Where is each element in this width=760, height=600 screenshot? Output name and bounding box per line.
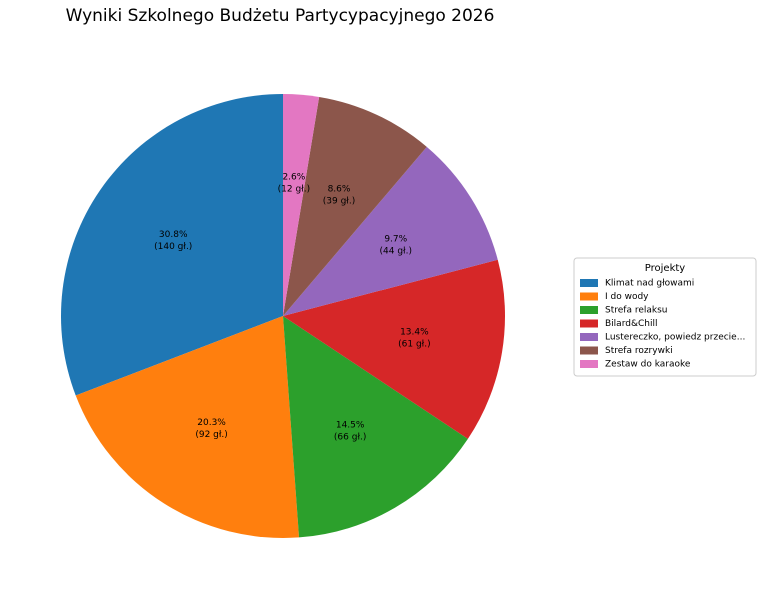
slice-votes-label: (66 gł.) bbox=[334, 433, 366, 443]
legend-title: Projekty bbox=[645, 263, 686, 274]
pie-slice bbox=[60, 94, 284, 396]
chart-title: Wyniki Szkolnego Budżetu Partycypacyjneg… bbox=[66, 6, 495, 26]
slice-percent-label: 13.4% bbox=[400, 327, 429, 337]
pie-slice bbox=[283, 259, 506, 439]
legend-swatch bbox=[580, 292, 598, 301]
slice-votes-label: (61 gł.) bbox=[398, 339, 430, 349]
legend-label: Klimat nad głowami bbox=[605, 279, 694, 289]
legend-swatch bbox=[580, 306, 598, 314]
legend-label: Strefa rozrywki bbox=[605, 346, 673, 356]
slice-percent-label: 20.3% bbox=[197, 418, 226, 428]
legend-box bbox=[573, 257, 757, 377]
slice-percent-label: 14.5% bbox=[336, 421, 365, 431]
slice-percent-label: 9.7% bbox=[384, 235, 407, 245]
pie-slice bbox=[75, 316, 300, 538]
legend-swatch bbox=[580, 346, 598, 355]
slice-votes-label: (39 gł.) bbox=[323, 197, 355, 207]
slice-percent-label: 2.6% bbox=[282, 173, 305, 183]
legend-swatch bbox=[580, 360, 598, 368]
slice-votes-label: (92 gł.) bbox=[195, 430, 227, 440]
slice-votes-label: (12 gł.) bbox=[278, 185, 310, 195]
legend-swatch bbox=[580, 333, 598, 341]
slice-votes-label: (140 gł.) bbox=[154, 242, 192, 252]
pie-slice bbox=[283, 146, 498, 316]
legend-swatch bbox=[580, 279, 598, 287]
slice-percent-label: 30.8% bbox=[159, 230, 188, 240]
slice-votes-label: (44 gł.) bbox=[380, 247, 412, 257]
pie-slice bbox=[283, 96, 427, 316]
legend-label: Strefa relaksu bbox=[605, 306, 668, 316]
legend-label: Zestaw do karaoke bbox=[605, 360, 691, 370]
slice-percent-label: 8.6% bbox=[328, 185, 351, 195]
legend-label: Lustereczko, powiedz przecie... bbox=[605, 333, 745, 343]
legend-label: I do wody bbox=[605, 292, 649, 302]
pie-slice bbox=[283, 316, 468, 538]
pie-slice bbox=[283, 94, 320, 316]
legend-label: Bilard&Chill bbox=[605, 319, 657, 329]
legend-swatch bbox=[580, 319, 598, 328]
